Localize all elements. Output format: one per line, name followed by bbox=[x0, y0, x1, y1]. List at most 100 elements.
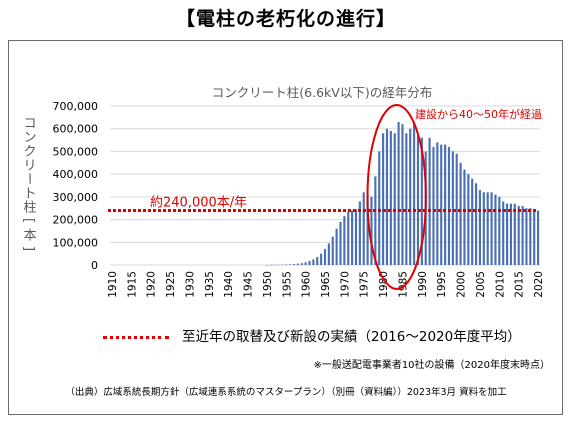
bar bbox=[343, 216, 346, 265]
bar bbox=[331, 236, 334, 265]
bar bbox=[486, 192, 489, 265]
bar bbox=[517, 205, 520, 265]
bar bbox=[393, 133, 396, 265]
bar bbox=[269, 264, 272, 266]
x-tick-label: 2000 bbox=[456, 271, 468, 298]
y-axis-label-char: ー bbox=[21, 172, 36, 185]
x-tick-label: 2005 bbox=[475, 271, 487, 298]
bar bbox=[416, 135, 420, 265]
y-axis-label: コンクリート柱 [ 本] bbox=[21, 117, 37, 252]
bar-series bbox=[265, 121, 540, 266]
bar bbox=[463, 169, 466, 265]
source-citation: （出典）広域系統長期方針（広域連系系統のマスタープラン）（別冊（資料編））202… bbox=[65, 387, 507, 398]
bar bbox=[366, 194, 369, 265]
y-axis-label-char: ] bbox=[21, 246, 36, 251]
bar bbox=[308, 260, 311, 265]
bar bbox=[385, 128, 389, 265]
y-axis-label-char: コ bbox=[23, 117, 36, 132]
x-tick-label: 2010 bbox=[494, 271, 506, 298]
bar bbox=[397, 121, 400, 266]
bar bbox=[335, 228, 338, 265]
bar bbox=[277, 264, 280, 266]
x-tick-label: 1990 bbox=[417, 271, 429, 298]
x-tick-label: 1930 bbox=[184, 271, 196, 298]
bar bbox=[401, 124, 404, 266]
bar bbox=[409, 128, 412, 265]
x-tick-label: 1940 bbox=[223, 271, 235, 298]
bar bbox=[292, 264, 296, 265]
y-axis-label-char: ト bbox=[23, 187, 36, 202]
y-axis-label-char: リ bbox=[23, 159, 36, 174]
x-tick-label: 2015 bbox=[514, 271, 526, 298]
y-axis-label-char: ン bbox=[23, 131, 36, 146]
page-title: 【電柱の老朽化の進行】 bbox=[175, 8, 396, 30]
bar bbox=[475, 183, 478, 265]
bar bbox=[432, 146, 435, 265]
x-tick-label: 1965 bbox=[320, 271, 332, 298]
bar bbox=[428, 137, 431, 265]
bar bbox=[490, 192, 493, 265]
x-axis-ticks: 1910 1915 1920 1925 1930 1935 1940 1945 1950 1955… bbox=[107, 271, 545, 298]
reference-line-label: 約240,000本/年 bbox=[150, 195, 247, 210]
x-tick-label: 1960 bbox=[301, 271, 313, 298]
y-tick-label: 600,000 bbox=[53, 123, 99, 136]
bar bbox=[405, 133, 408, 265]
bar bbox=[444, 144, 447, 265]
x-tick-label: 2020 bbox=[533, 271, 545, 298]
bar bbox=[374, 176, 377, 265]
bar bbox=[354, 209, 358, 265]
bar bbox=[436, 142, 439, 265]
y-tick-label: 400,000 bbox=[53, 168, 99, 181]
bar bbox=[420, 137, 423, 265]
y-axis-label-char: [ bbox=[21, 218, 36, 223]
bar bbox=[296, 263, 299, 265]
bar bbox=[536, 210, 540, 265]
x-tick-label: 1980 bbox=[378, 271, 390, 298]
bar bbox=[529, 208, 532, 265]
annotation-ellipse bbox=[366, 104, 427, 290]
bar bbox=[370, 196, 373, 265]
bar bbox=[447, 146, 451, 265]
bar bbox=[265, 264, 268, 266]
legend-label: 至近年の取替及び新設の実績（2016～2020年度平均） bbox=[182, 329, 521, 345]
bar bbox=[506, 203, 509, 265]
bar bbox=[498, 196, 501, 265]
bar bbox=[413, 121, 416, 266]
y-axis-label-char: 本 bbox=[23, 229, 36, 244]
bar bbox=[494, 194, 497, 265]
bar bbox=[312, 259, 315, 265]
x-tick-label: 1925 bbox=[165, 271, 177, 298]
x-tick-label: 1955 bbox=[281, 271, 293, 298]
x-tick-label: 1970 bbox=[339, 271, 351, 298]
y-tick-label: 200,000 bbox=[53, 214, 99, 227]
bar bbox=[304, 262, 307, 265]
bar bbox=[471, 178, 474, 265]
x-tick-label: 1995 bbox=[436, 271, 448, 298]
bar bbox=[300, 263, 303, 265]
bar bbox=[482, 192, 485, 265]
bar bbox=[281, 264, 284, 266]
bar bbox=[440, 144, 443, 265]
y-tick-label: 500,000 bbox=[53, 145, 99, 158]
bar bbox=[358, 201, 361, 265]
bar bbox=[467, 174, 470, 265]
y-axis-label-char: 柱 bbox=[23, 201, 36, 216]
bar bbox=[347, 211, 350, 265]
figure-frame bbox=[8, 40, 563, 415]
bar bbox=[285, 264, 288, 266]
x-tick-label: 1950 bbox=[262, 271, 274, 298]
bar bbox=[378, 151, 381, 265]
legend-swatch bbox=[103, 336, 169, 339]
x-tick-label: 1975 bbox=[359, 271, 371, 298]
x-tick-label: 1985 bbox=[397, 271, 409, 298]
bar bbox=[323, 249, 327, 265]
x-tick-label: 1935 bbox=[204, 271, 216, 298]
bar bbox=[316, 257, 319, 265]
y-axis-label-char: ク bbox=[23, 145, 36, 160]
bar bbox=[382, 133, 385, 265]
bar bbox=[351, 210, 354, 265]
annotation-label: 建設から40～50年が経過 bbox=[415, 107, 542, 121]
x-tick-label: 1945 bbox=[243, 271, 255, 298]
bar bbox=[389, 130, 392, 265]
bar bbox=[533, 209, 536, 265]
